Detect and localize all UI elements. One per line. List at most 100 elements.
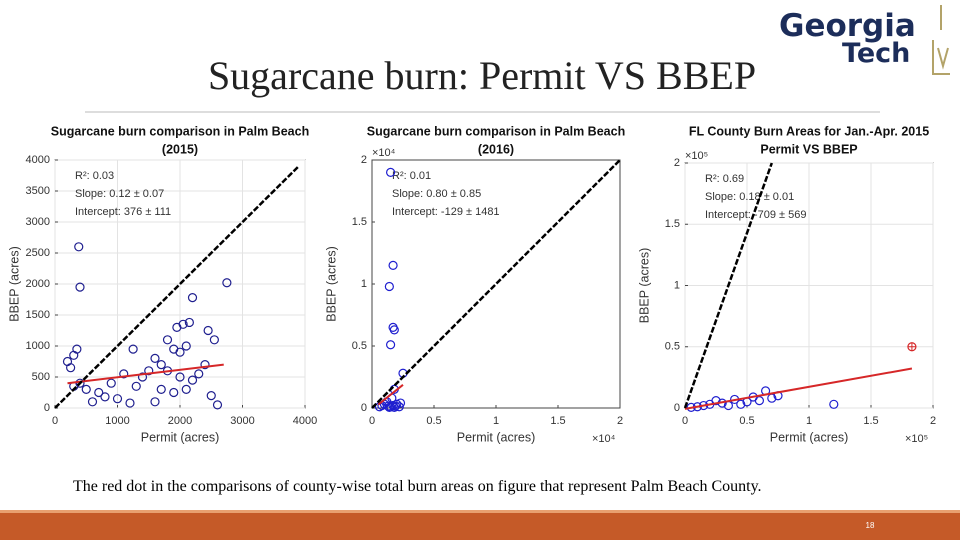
data-point xyxy=(128,344,138,354)
point-marker xyxy=(69,350,79,360)
data-point xyxy=(100,392,110,402)
y-tick-label: 1500 xyxy=(26,309,50,321)
y-axis-label: BBEP (acres) xyxy=(324,246,338,322)
data-point xyxy=(389,325,399,335)
y-axis-label: BBEP (acres) xyxy=(7,246,21,322)
data-point xyxy=(384,402,394,412)
x-tick-label: 2000 xyxy=(168,415,192,427)
y-tick-label: 3000 xyxy=(26,216,50,228)
point-marker xyxy=(388,260,398,270)
point-marker xyxy=(119,369,129,379)
y-tick-label: 1000 xyxy=(26,340,50,352)
data-point xyxy=(69,350,79,360)
point-marker xyxy=(162,335,173,345)
point-marker xyxy=(156,384,166,394)
point-marker xyxy=(66,363,76,373)
data-point xyxy=(200,360,210,370)
charts: 0 1000 2000 3000 400005001000150020002500300… xyxy=(7,124,936,445)
chart-title: Sugarcane burn comparison in Palm Beach xyxy=(367,124,625,138)
point-marker xyxy=(181,341,191,351)
x-tick-label: 4000 xyxy=(293,415,317,427)
x-tick-label: 0.5 xyxy=(739,415,754,427)
y-tick-label: 1 xyxy=(674,279,680,291)
y-tick-label: 0 xyxy=(361,402,367,414)
data-point xyxy=(74,242,84,252)
point-marker xyxy=(74,242,84,252)
data-point xyxy=(907,342,917,352)
y-tick-label: 2000 xyxy=(26,278,50,290)
x-tick-label: 1.5 xyxy=(863,415,878,427)
data-point xyxy=(386,167,396,177)
y-tick-label: 1 xyxy=(361,278,367,290)
data-point xyxy=(112,394,123,404)
data-point xyxy=(386,340,396,350)
x-scale-label: ×10⁴ xyxy=(592,433,616,445)
y-tick-label: 2500 xyxy=(26,247,50,259)
chart-subtitle: (2015) xyxy=(162,142,198,156)
footer-bar xyxy=(0,513,960,540)
data-point xyxy=(119,369,129,379)
data-point xyxy=(175,372,185,382)
y-axis-label: BBEP (acres) xyxy=(637,248,651,324)
data-point xyxy=(392,399,402,409)
point-marker xyxy=(131,381,141,391)
data-point xyxy=(736,399,746,409)
data-point xyxy=(212,400,223,410)
data-point xyxy=(81,384,91,394)
data-point xyxy=(156,360,166,370)
data-point xyxy=(206,391,216,401)
logo-mark xyxy=(932,5,950,75)
chart-subtitle: Permit VS BBEP xyxy=(760,142,857,156)
data-point xyxy=(131,381,141,391)
data-point xyxy=(181,341,191,351)
point-marker xyxy=(395,398,406,408)
logo-line-2: Tech xyxy=(842,38,910,69)
data-point xyxy=(711,396,721,406)
data-point xyxy=(383,401,393,411)
data-point xyxy=(209,335,219,345)
y-tick-label: 0.5 xyxy=(665,341,680,353)
data-point xyxy=(162,335,173,345)
chart-subtitle: (2016) xyxy=(478,142,514,156)
point-marker xyxy=(389,325,399,335)
data-point xyxy=(75,282,85,292)
annotation: Intercept: -709 ± 569 xyxy=(705,209,806,221)
point-marker xyxy=(200,360,210,370)
data-point xyxy=(181,384,191,394)
point-marker xyxy=(206,391,216,401)
x-tick-label: 0 xyxy=(52,415,58,427)
point-marker xyxy=(736,399,746,409)
x-tick-label: 0 xyxy=(369,415,375,427)
point-marker xyxy=(711,396,721,406)
x-tick-label: 1000 xyxy=(105,415,129,427)
y-tick-label: 500 xyxy=(32,371,50,383)
y-tick-label: 0.5 xyxy=(352,340,367,352)
data-point xyxy=(395,398,406,408)
annotation: Intercept: -129 ± 1481 xyxy=(392,206,500,218)
point-marker xyxy=(94,387,104,398)
data-point xyxy=(187,293,198,303)
data-point xyxy=(184,317,194,328)
point-marker xyxy=(81,384,91,394)
point-marker xyxy=(389,402,399,412)
data-point xyxy=(389,402,399,412)
y-tick-label: 2 xyxy=(674,157,680,169)
fit-line xyxy=(683,162,773,409)
fit-line xyxy=(371,159,621,409)
point-marker xyxy=(386,340,396,350)
fit-line xyxy=(54,165,300,409)
x-tick-label: 1 xyxy=(806,415,812,427)
x-axis-label: Permit (acres) xyxy=(141,430,219,444)
point-marker xyxy=(87,397,98,407)
annotation: R²: 0.01 xyxy=(392,170,431,182)
data-point xyxy=(829,399,839,409)
x-tick-label: 2 xyxy=(930,415,936,427)
point-marker xyxy=(383,401,393,411)
data-point xyxy=(172,322,182,332)
annotation: Intercept: 376 ± 111 xyxy=(75,206,171,218)
fit-line xyxy=(377,384,404,406)
y-scale-label: ×10⁵ xyxy=(685,150,708,162)
point-marker xyxy=(392,399,402,409)
annotation: Slope: 0.80 ± 0.85 xyxy=(392,188,481,200)
